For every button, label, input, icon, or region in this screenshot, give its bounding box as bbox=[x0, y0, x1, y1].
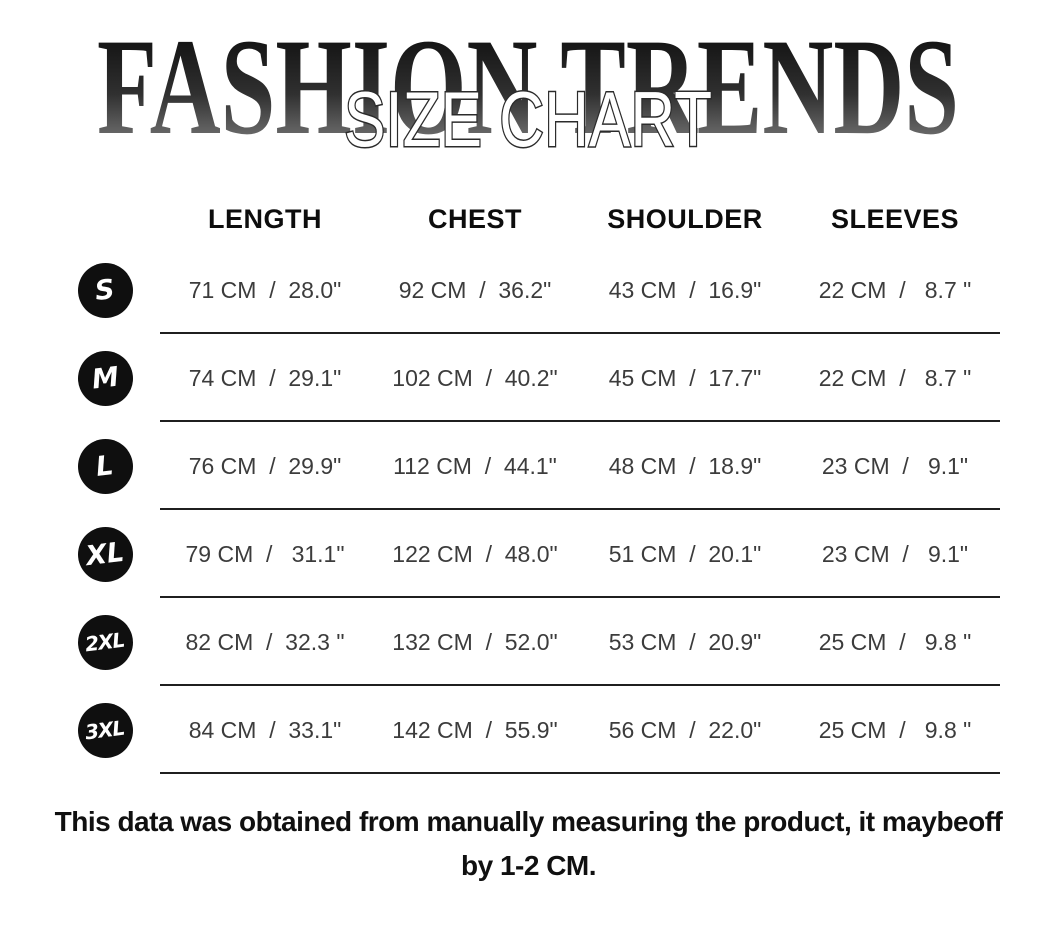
size-badge-label: 3XL bbox=[84, 715, 126, 745]
shoulder-value: 53 CM / 20.9" bbox=[608, 628, 762, 655]
shoulder-value: 45 CM / 17.7" bbox=[608, 364, 762, 391]
size-badge-2xl: 2XL bbox=[77, 614, 133, 670]
column-header-length: LENGTH bbox=[208, 203, 322, 234]
sleeves-value: 25 CM / 9.8 " bbox=[818, 628, 972, 655]
size-badge-xl: XL bbox=[77, 526, 133, 582]
title-art: FASHION TRENDS SIZE CHART bbox=[97, 10, 959, 165]
chest-value: 142 CM / 55.9" bbox=[392, 716, 558, 743]
size-chart-title: SIZE CHART bbox=[344, 75, 712, 163]
title-banner: FASHION TRENDS SIZE CHART bbox=[0, 0, 1057, 178]
column-header-shoulder: SHOULDER bbox=[607, 203, 763, 234]
length-value: 84 CM / 33.1" bbox=[188, 716, 342, 743]
length-value: 71 CM / 28.0" bbox=[188, 276, 342, 303]
disclaimer-line-1: This data was obtained from manually mea… bbox=[54, 806, 1003, 837]
length-value: 79 CM / 31.1" bbox=[185, 540, 345, 567]
length-value: 76 CM / 29.9" bbox=[188, 452, 342, 479]
table-row: 3XL 84 CM / 33.1" 142 CM / 55.9" 56 CM /… bbox=[50, 686, 1000, 774]
table-row: S 71 CM / 28.0" 92 CM / 36.2" 43 CM / 16… bbox=[50, 246, 1000, 334]
size-badge-3xl: 3XL bbox=[77, 702, 133, 758]
length-value: 74 CM / 29.1" bbox=[188, 364, 342, 391]
column-header-chest: CHEST bbox=[427, 203, 522, 234]
sleeves-value: 22 CM / 8.7 " bbox=[818, 364, 972, 391]
size-badge-label: 2XL bbox=[84, 627, 126, 657]
sleeves-value: 25 CM / 9.8 " bbox=[818, 716, 972, 743]
chest-value: 112 CM / 44.1" bbox=[393, 452, 557, 479]
table-row: XL 79 CM / 31.1" 122 CM / 48.0" 51 CM / … bbox=[50, 510, 1000, 598]
disclaimer-line-2: by 1-2 CM. bbox=[460, 850, 597, 881]
size-badge-label: XL bbox=[84, 536, 126, 572]
size-badge-label: S bbox=[93, 273, 117, 307]
chest-value: 92 CM / 36.2" bbox=[398, 276, 552, 303]
shoulder-value: 48 CM / 18.9" bbox=[608, 452, 762, 479]
table-row: M 74 CM / 29.1" 102 CM / 40.2" 45 CM / 1… bbox=[50, 334, 1000, 422]
measurement-disclaimer: This data was obtained from manually mea… bbox=[0, 800, 1057, 888]
sleeves-value: 23 CM / 9.1" bbox=[821, 540, 969, 567]
column-header-sleeves: SLEEVES bbox=[830, 203, 960, 234]
chest-value: 102 CM / 40.2" bbox=[392, 364, 558, 391]
sleeves-value: 23 CM / 9.1" bbox=[821, 452, 969, 479]
chest-value: 122 CM / 48.0" bbox=[392, 540, 558, 567]
size-table: LENGTH CHEST SHOULDER SLEEVES S 71 CM / … bbox=[50, 192, 1000, 774]
chest-value: 132 CM / 52.0" bbox=[392, 628, 558, 655]
size-badge-l: L bbox=[77, 438, 133, 494]
brand-title: FASHION TRENDS bbox=[97, 10, 959, 163]
shoulder-value: 43 CM / 16.9" bbox=[608, 276, 762, 303]
table-row: 2XL 82 CM / 32.3 " 132 CM / 52.0" 53 CM … bbox=[50, 598, 1000, 686]
size-badge-s: S bbox=[77, 262, 133, 318]
size-badge-m: M bbox=[77, 350, 133, 406]
size-badge-label: L bbox=[94, 449, 116, 483]
table-row: L 76 CM / 29.9" 112 CM / 44.1" 48 CM / 1… bbox=[50, 422, 1000, 510]
table-header-row: LENGTH CHEST SHOULDER SLEEVES bbox=[50, 192, 1000, 246]
shoulder-value: 51 CM / 20.1" bbox=[608, 540, 762, 567]
size-badge-label: M bbox=[89, 360, 121, 396]
sleeves-value: 22 CM / 8.7 " bbox=[818, 276, 972, 303]
length-value: 82 CM / 32.3 " bbox=[185, 628, 345, 655]
shoulder-value: 56 CM / 22.0" bbox=[608, 716, 762, 743]
